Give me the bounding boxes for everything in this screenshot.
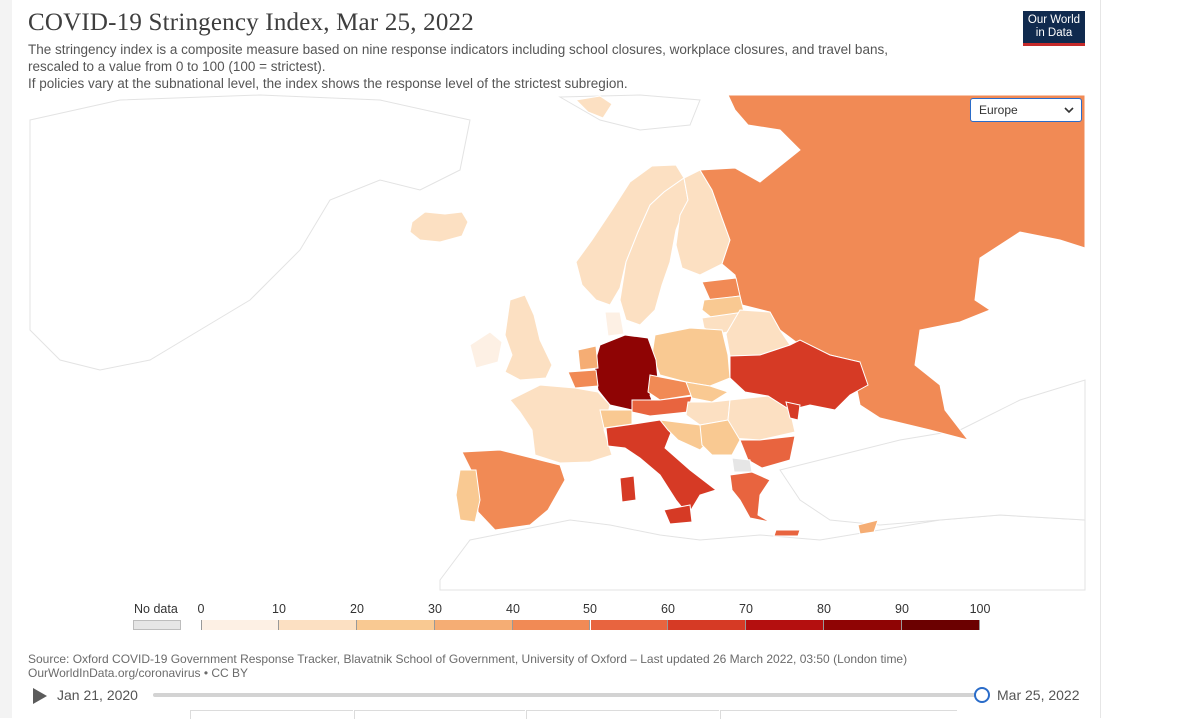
footer-tab[interactable] [190,710,353,719]
source-line: Source: Oxford COVID-19 Government Respo… [28,652,908,666]
source-link[interactable]: OurWorldInData.org/coronavirus • CC BY [28,666,249,680]
logo-line: in Data [1035,27,1073,39]
country-iceland[interactable] [409,211,469,243]
country-netherlands[interactable] [577,345,599,371]
legend-tick: 20 [350,602,364,616]
region-dropdown-value: Europe [979,103,1018,117]
legend-tick: 100 [969,602,991,616]
timeline-track[interactable] [153,693,983,697]
country-bosnia-serbia[interactable] [699,419,741,456]
page-divider [1100,0,1101,718]
footer-tab[interactable] [526,710,719,719]
legend-bin[interactable] [746,620,825,630]
legend-tick: 30 [428,602,442,616]
footer-tab[interactable] [720,710,957,719]
legend-bin[interactable] [356,620,435,630]
country-greece[interactable] [729,471,771,523]
region-dropdown[interactable]: Europe [970,98,1082,122]
legend-bin[interactable] [902,620,980,630]
background-landmass [29,94,1086,591]
chart-title: COVID-19 Stringency Index, Mar 25, 2022 [28,9,474,36]
country-ireland[interactable] [469,331,503,369]
land-greenland [29,94,471,371]
country-ukraine[interactable] [729,339,869,411]
land-north-africa [439,514,1086,591]
country-crete[interactable] [773,529,801,537]
country-north-macedonia[interactable] [731,457,753,473]
source-note: Source: Oxford COVID-19 Government Respo… [28,652,907,680]
legend-bin[interactable] [278,620,357,630]
legend-bin[interactable] [512,620,591,630]
country-belgium[interactable] [567,369,599,389]
legend-tick: 50 [583,602,597,616]
legend-tick: 10 [272,602,286,616]
legend-tick: 40 [506,602,520,616]
chart-subtitle: The stringency index is a composite meas… [28,41,988,92]
subtitle-line: The stringency index is a composite meas… [28,42,888,57]
legend-bin[interactable] [824,620,903,630]
chevron-down-icon [1063,104,1075,119]
legend-tick: 90 [895,602,909,616]
legend-bin[interactable] [590,620,669,630]
timeline-handle[interactable] [974,687,990,703]
legend-no-data-swatch [133,620,181,630]
country-france[interactable] [509,384,613,464]
logo-line: Our World [1027,14,1081,26]
legend-bin[interactable] [434,620,513,630]
country-slovakia[interactable] [685,381,730,403]
country-shapes [409,94,1086,537]
legend-no-data-label: No data [134,602,178,616]
country-sicily[interactable] [663,504,693,525]
country-portugal[interactable] [455,469,481,523]
legend-tick: 0 [197,602,205,616]
play-icon[interactable] [33,688,47,704]
footer-tab[interactable] [354,710,525,719]
timeline-start-date[interactable]: Jan 21, 2020 [57,687,138,703]
country-moldova[interactable] [785,401,801,421]
subtitle-line: rescaled to a value from 0 to 100 (100 =… [28,59,326,74]
legend-tick: 70 [739,602,753,616]
timeline-end-date[interactable]: Mar 25, 2022 [997,687,1080,703]
country-uk[interactable] [504,294,553,381]
owid-logo[interactable]: Our World in Data [1023,11,1085,46]
country-denmark[interactable] [604,311,625,337]
country-cyprus[interactable] [857,519,879,535]
subtitle-line: If policies vary at the subnational leve… [28,76,628,91]
legend-bin[interactable] [201,620,279,630]
page-gutter [0,0,12,718]
legend-tick: 60 [661,602,675,616]
country-svalbard-norway[interactable] [574,95,613,119]
land-middle-east [779,379,1086,526]
legend-bin[interactable] [668,620,747,630]
country-sardinia[interactable] [619,475,637,503]
footer-tab-strip [12,710,1100,719]
legend-tick: 80 [817,602,831,616]
